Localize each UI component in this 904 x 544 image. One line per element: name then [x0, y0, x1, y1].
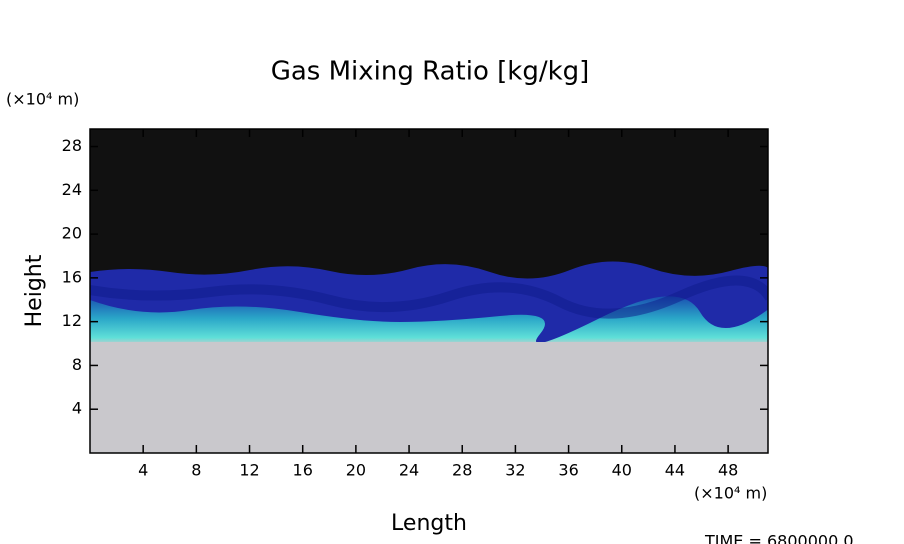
x-tick-label: 4 — [138, 461, 148, 480]
x-tick-label: 8 — [191, 461, 201, 480]
y-tick-label: 12 — [62, 311, 82, 330]
x-tick-label: 36 — [558, 461, 578, 480]
y-tick-label: 20 — [62, 224, 82, 243]
y-axis-label: Height — [22, 254, 47, 327]
x-tick-label: 28 — [452, 461, 472, 480]
y-tick-label: 28 — [62, 136, 82, 155]
x-tick-label: 32 — [505, 461, 525, 480]
field-image — [90, 129, 768, 453]
y-tick-label: 8 — [72, 355, 82, 374]
x-unit: (×10⁴ m) — [694, 484, 767, 503]
y-tick-label: 24 — [62, 180, 82, 199]
x-tick-label: 12 — [239, 461, 259, 480]
x-tick-label: 48 — [718, 461, 738, 480]
y-tick-label: 4 — [72, 399, 82, 418]
y-tick-label: 16 — [62, 267, 82, 286]
plot-frame — [89, 128, 769, 454]
x-tick-label: 16 — [293, 461, 313, 480]
time-label: TIME = 6800000.0 — [704, 532, 854, 544]
x-tick-label: 20 — [346, 461, 366, 480]
x-tick-label: 44 — [665, 461, 685, 480]
x-axis-label: Length — [391, 511, 467, 536]
y-unit: (×10⁴ m) — [6, 90, 79, 109]
x-tick-label: 40 — [612, 461, 632, 480]
chart-title: Gas Mixing Ratio [kg/kg] — [271, 57, 590, 87]
x-tick-label: 24 — [399, 461, 419, 480]
